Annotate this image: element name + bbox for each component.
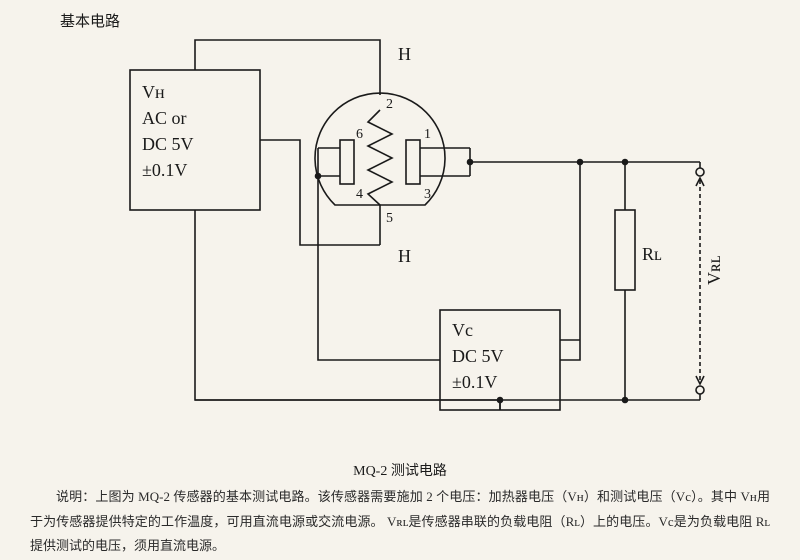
- node5: [316, 174, 321, 179]
- description-text: 说明：上图为 MQ-2 传感器的基本测试电路。该传感器需要施加 2 个电压：加热…: [0, 485, 800, 559]
- label-vrl: Vʀʟ: [704, 255, 724, 285]
- node2: [578, 160, 583, 165]
- pin5: 5: [386, 211, 393, 226]
- terminal-vrl-bot: [696, 386, 704, 394]
- node1: [468, 160, 473, 165]
- pin4: 4: [356, 187, 363, 202]
- pin6: 6: [356, 127, 363, 142]
- terminal-vrl-top: [696, 168, 704, 176]
- pin3: 3: [424, 187, 431, 202]
- circuit-diagram: Vʜ AC or DC 5V ±0.1V Vc DC 5V ±0.1V H H …: [0, 0, 800, 440]
- pin2: 2: [386, 97, 393, 112]
- node4: [623, 398, 628, 403]
- label-h-bot: H: [398, 246, 411, 266]
- node3: [623, 160, 628, 165]
- figure-caption: MQ-2 测试电路: [0, 460, 800, 480]
- vc-l2: DC 5V: [452, 346, 504, 366]
- vc-l1: Vc: [452, 320, 473, 340]
- vc-l3: ±0.1V: [452, 372, 497, 392]
- electrode-left: [340, 140, 354, 184]
- pin1: 1: [424, 127, 431, 142]
- vh-l1: Vʜ: [142, 82, 165, 102]
- node6: [498, 398, 503, 403]
- wire-vc-top: [560, 162, 580, 360]
- rl-resistor: [615, 210, 635, 290]
- label-h-top: H: [398, 44, 411, 64]
- vh-l3: DC 5V: [142, 134, 194, 154]
- label-rl: Rʟ: [642, 244, 662, 264]
- vh-l2: AC or: [142, 108, 187, 128]
- electrode-right: [406, 140, 420, 184]
- vh-l4: ±0.1V: [142, 160, 187, 180]
